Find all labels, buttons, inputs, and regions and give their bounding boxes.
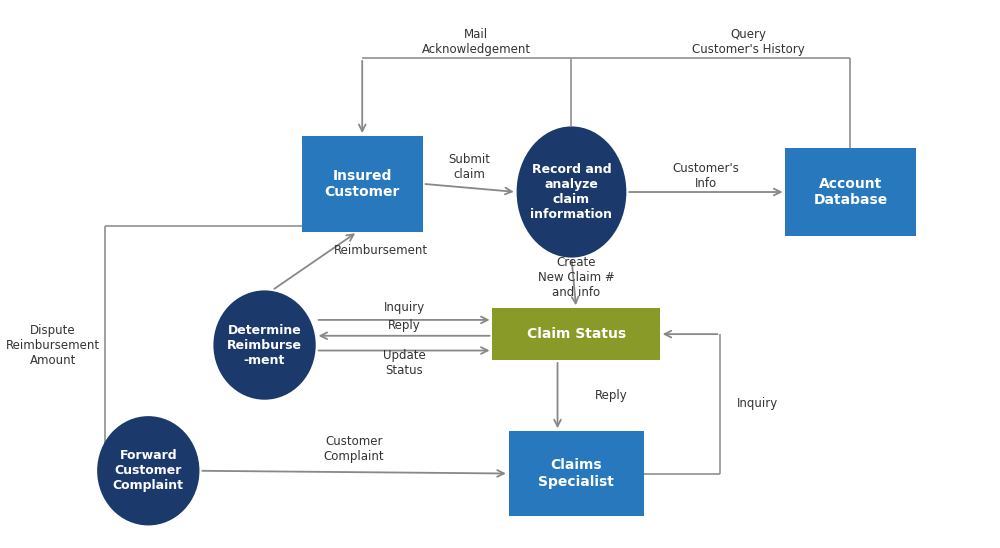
Text: Insured
Customer: Insured Customer [325,169,400,199]
Text: Customer
Complaint: Customer Complaint [324,435,384,463]
Text: Forward
Customer
Complaint: Forward Customer Complaint [113,449,184,492]
Text: Determine
Reimburse
-ment: Determine Reimburse -ment [227,323,302,367]
Text: Mail
Acknowledgement: Mail Acknowledgement [422,28,531,56]
Text: Reply: Reply [388,319,420,333]
Text: Submit
claim: Submit claim [449,153,491,181]
Text: Customer's
Info: Customer's Info [672,162,739,190]
FancyBboxPatch shape [785,149,916,236]
FancyBboxPatch shape [509,431,644,516]
Text: Inquiry: Inquiry [737,397,778,410]
Ellipse shape [213,290,316,399]
Text: Create
New Claim #
and info: Create New Claim # and info [538,256,615,299]
Ellipse shape [517,127,626,258]
Text: Claim Status: Claim Status [527,327,626,341]
Text: Record and
analyze
claim
information: Record and analyze claim information [530,163,612,221]
Text: Account
Database: Account Database [813,177,888,207]
Text: Reply: Reply [595,389,627,402]
Ellipse shape [97,416,199,526]
Text: Dispute
Reimbursement
Amount: Dispute Reimbursement Amount [6,324,100,367]
FancyBboxPatch shape [302,136,423,232]
Text: Reimbursement: Reimbursement [334,243,428,256]
Text: Update
Status: Update Status [383,349,425,376]
FancyBboxPatch shape [492,308,660,360]
Text: Query
Customer's History: Query Customer's History [692,28,805,56]
Text: Inquiry: Inquiry [383,301,425,315]
Text: Claims
Specialist: Claims Specialist [538,459,614,489]
